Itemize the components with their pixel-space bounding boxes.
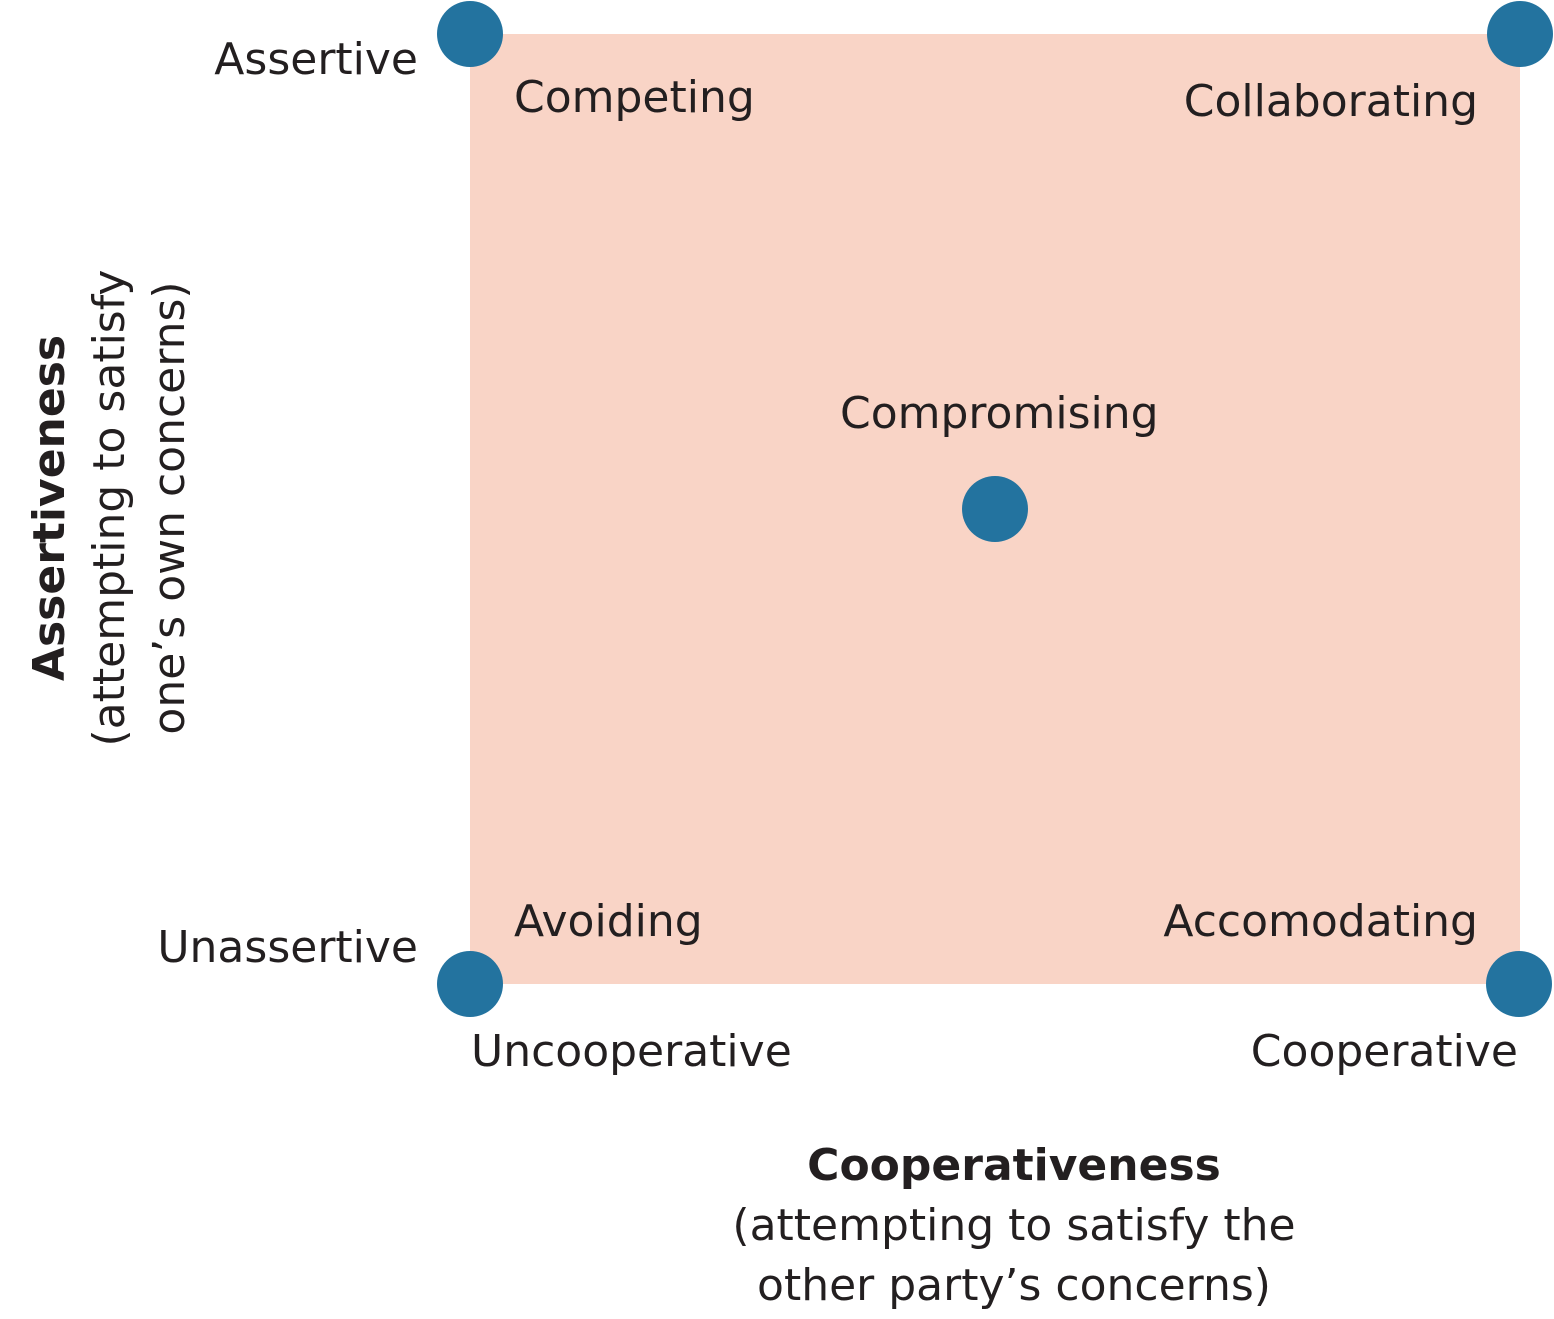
y-axis-subtitle-line1: (attempting to satisfy	[84, 269, 135, 747]
avoiding-marker	[437, 951, 503, 1017]
compromising-label: Compromising	[840, 388, 1159, 439]
y-axis-high-label: Assertive	[214, 34, 418, 85]
y-axis-title: Assertiveness	[24, 334, 75, 682]
x-axis-subtitle-line2: other party’s concerns)	[757, 1260, 1271, 1311]
x-axis-low-label: Uncooperative	[471, 1026, 792, 1077]
competing-marker	[437, 1, 503, 67]
compromising-marker	[962, 476, 1028, 542]
y-axis-subtitle-line2: one’s own concerns)	[144, 281, 195, 735]
x-axis-title: Cooperativeness	[807, 1140, 1221, 1191]
competing-label: Competing	[514, 72, 755, 123]
x-axis-title-block: Cooperativeness (attempting to satisfy t…	[680, 1136, 1348, 1316]
accommodating-marker	[1486, 951, 1552, 1017]
x-axis-high-label: Cooperative	[1250, 1026, 1518, 1077]
collaborating-label: Collaborating	[1183, 76, 1478, 127]
x-axis-subtitle-line1: (attempting to satisfy the	[732, 1200, 1296, 1251]
y-axis-title-block: Assertiveness (attempting to satisfy one…	[20, 238, 200, 778]
avoiding-label: Avoiding	[514, 896, 703, 947]
collaborating-marker	[1487, 1, 1553, 67]
accommodating-label: Accomodating	[1163, 896, 1478, 947]
y-axis-low-label: Unassertive	[157, 922, 418, 973]
